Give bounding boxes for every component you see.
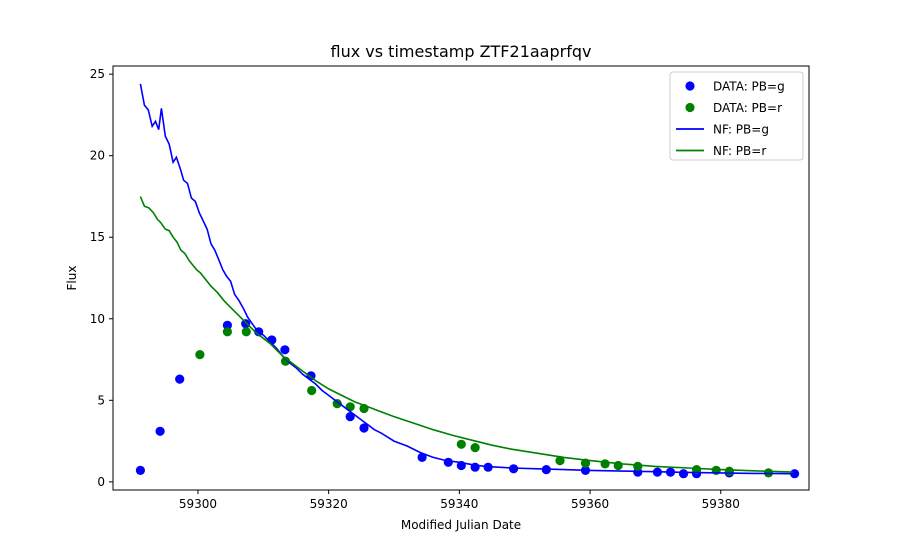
legend-marker-swatch <box>685 102 695 113</box>
data-point <box>724 466 734 476</box>
series-nf-pb-r <box>139 196 793 473</box>
data-point <box>678 469 689 479</box>
data-point <box>359 423 369 433</box>
data-point <box>417 452 427 462</box>
legend: DATA: PB=g DATA: PB=r NF: PB=g NF: PB=r <box>669 71 804 161</box>
data-point <box>613 460 623 471</box>
series-line <box>139 196 793 473</box>
legend-label: DATA: PB=r <box>713 101 782 115</box>
legend-label: NF: PB=g <box>713 123 769 137</box>
data-point <box>175 374 185 384</box>
y-tick-label: 20 <box>90 149 105 163</box>
legend-item: DATA: PB=g <box>685 80 785 94</box>
plot-border <box>112 65 810 491</box>
data-point <box>555 456 565 466</box>
y-tick-label: 0 <box>97 475 105 489</box>
data-point <box>456 439 466 449</box>
data-point <box>222 327 232 337</box>
data-point <box>307 385 317 396</box>
data-point <box>195 350 205 360</box>
data-point <box>470 443 480 453</box>
y-tick-label: 15 <box>90 230 105 244</box>
data-point <box>332 399 342 409</box>
data-point <box>600 459 610 469</box>
data-point <box>443 457 453 467</box>
series-layer <box>135 83 800 479</box>
data-point <box>222 320 232 330</box>
y-axis-label: Flux <box>65 266 79 291</box>
y-tick-label: 10 <box>90 312 105 326</box>
data-point <box>345 412 355 422</box>
data-point <box>155 426 165 436</box>
data-point <box>280 345 290 355</box>
legend-label: NF: PB=r <box>713 144 766 158</box>
x-tick-label: 59380 <box>702 497 740 511</box>
data-point <box>280 356 291 366</box>
x-axis-label: Modified Julian Date <box>401 518 521 532</box>
y-tick-label: 5 <box>97 393 105 407</box>
data-point <box>241 319 251 329</box>
data-point <box>633 461 643 471</box>
legend-marker-swatch <box>685 81 695 91</box>
x-tick-label: 59360 <box>571 497 609 511</box>
legend-item: NF: PB=r <box>676 144 766 158</box>
legend-label: DATA: PB=g <box>713 80 785 94</box>
y-axis-ticks: 0 5 10 15 20 25 <box>90 67 113 489</box>
data-point <box>241 327 251 337</box>
legend-box <box>669 71 804 161</box>
chart-title: flux vs timestamp ZTF21aaprfqv <box>331 42 592 61</box>
x-axis-ticks: 59300 59320 59340 59360 59380 <box>179 490 740 511</box>
x-tick-label: 59320 <box>310 497 348 511</box>
y-tick-label: 25 <box>90 67 105 81</box>
legend-item: DATA: PB=r <box>685 101 782 115</box>
data-point <box>135 465 145 475</box>
x-tick-label: 59340 <box>440 497 478 511</box>
x-tick-label: 59300 <box>179 497 217 511</box>
legend-item: NF: PB=g <box>676 123 769 137</box>
